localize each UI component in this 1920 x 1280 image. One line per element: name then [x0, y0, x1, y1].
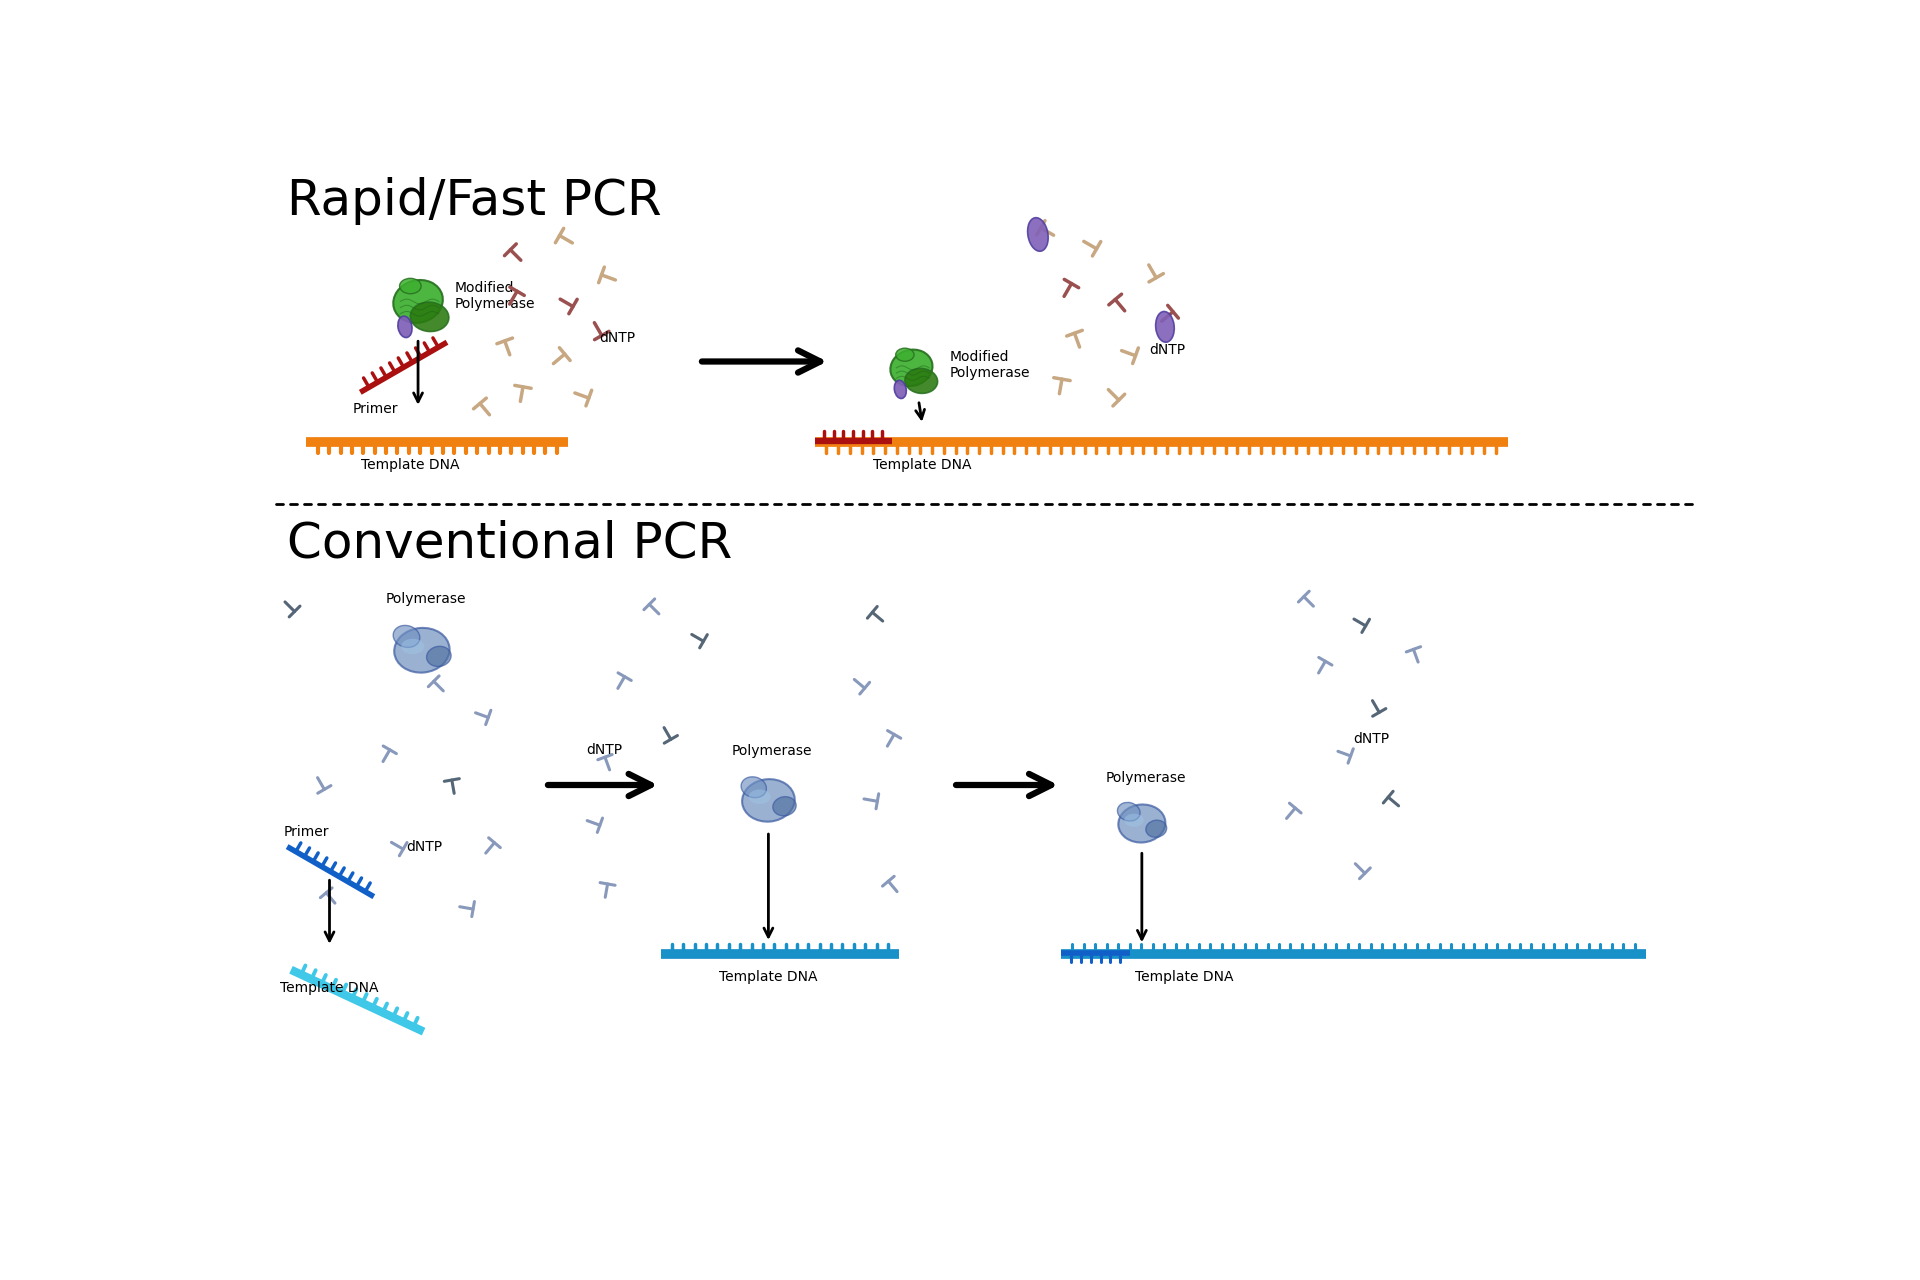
Ellipse shape [426, 646, 451, 667]
Ellipse shape [743, 780, 795, 822]
Text: Template DNA: Template DNA [720, 970, 818, 984]
Ellipse shape [774, 796, 797, 815]
Text: Modified
Polymerase: Modified Polymerase [455, 280, 536, 311]
Text: Polymerase: Polymerase [732, 744, 812, 758]
Text: Template DNA: Template DNA [1135, 970, 1233, 984]
Ellipse shape [1117, 803, 1140, 820]
Ellipse shape [397, 316, 413, 338]
Ellipse shape [1146, 820, 1167, 837]
Ellipse shape [741, 777, 766, 797]
Text: Modified
Polymerase: Modified Polymerase [948, 351, 1029, 380]
Ellipse shape [895, 380, 906, 398]
Ellipse shape [1125, 814, 1144, 827]
Text: Template DNA: Template DNA [874, 458, 972, 472]
Text: Primer: Primer [284, 824, 328, 838]
Ellipse shape [394, 628, 449, 672]
Text: Rapid/Fast PCR: Rapid/Fast PCR [288, 177, 662, 225]
Text: dNTP: dNTP [586, 744, 622, 758]
Ellipse shape [749, 790, 770, 804]
Text: dNTP: dNTP [407, 840, 444, 854]
Text: dNTP: dNTP [599, 332, 636, 346]
Ellipse shape [891, 349, 933, 387]
Ellipse shape [1027, 218, 1048, 251]
Text: dNTP: dNTP [1150, 343, 1187, 357]
Ellipse shape [1156, 311, 1175, 342]
Ellipse shape [411, 302, 449, 332]
Text: Polymerase: Polymerase [386, 591, 467, 605]
Text: Primer: Primer [353, 402, 397, 416]
Ellipse shape [904, 369, 937, 393]
Text: dNTP: dNTP [1354, 732, 1390, 746]
Ellipse shape [399, 278, 420, 293]
Text: Template DNA: Template DNA [361, 458, 459, 472]
Ellipse shape [1117, 805, 1165, 842]
Ellipse shape [394, 626, 420, 648]
Text: Polymerase: Polymerase [1106, 771, 1187, 785]
Text: Template DNA: Template DNA [280, 982, 378, 996]
Text: Conventional PCR: Conventional PCR [288, 520, 732, 567]
Ellipse shape [897, 348, 914, 361]
Ellipse shape [401, 639, 424, 654]
Ellipse shape [394, 280, 444, 323]
